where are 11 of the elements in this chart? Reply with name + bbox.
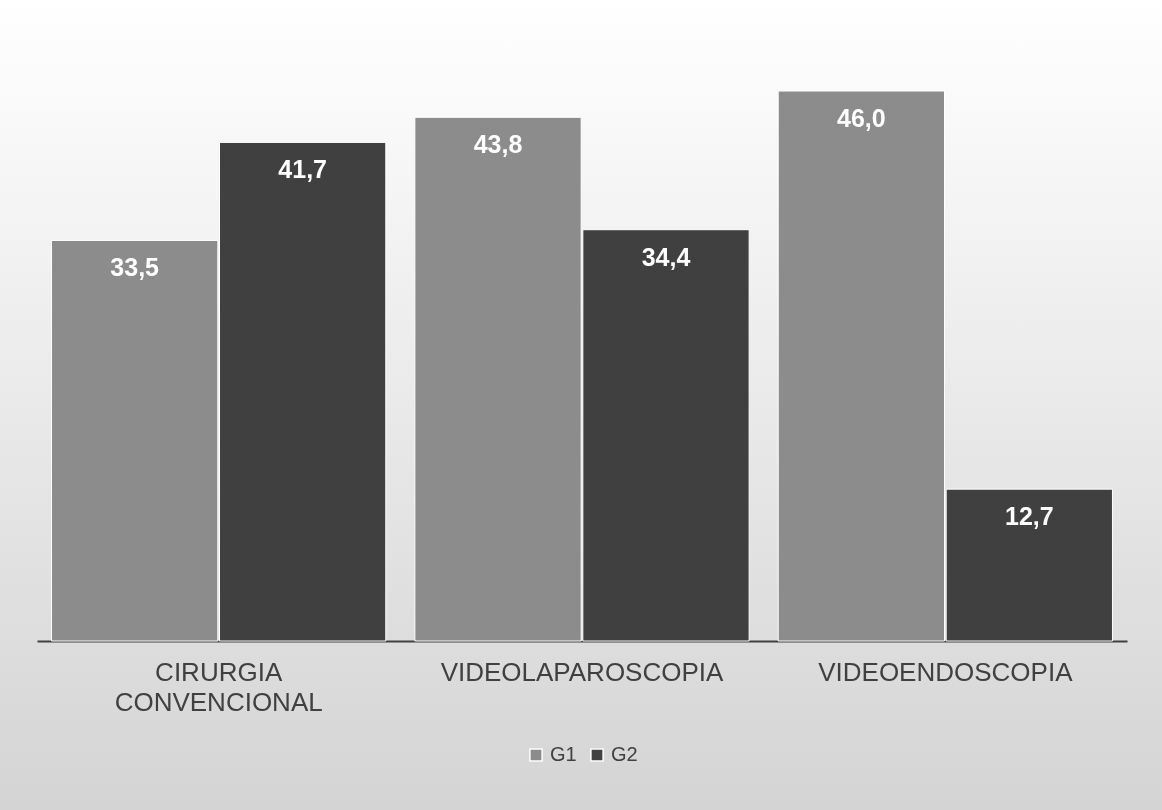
data-label: 41,7 xyxy=(278,155,327,184)
data-label: 46,0 xyxy=(837,104,886,132)
legend-label: G2 xyxy=(611,743,638,765)
legend-label: G1 xyxy=(550,743,577,765)
x-tick-label: CIRURGIA CONVENCIONAL xyxy=(114,656,323,717)
data-label: 43,8 xyxy=(473,130,523,159)
x-tick-label: VIDEOLAPAROSCOPIA xyxy=(440,656,725,687)
data-label: 34,4 xyxy=(641,242,691,271)
x-tick-label: VIDEOENDOSCOPIA xyxy=(818,656,1074,687)
data-label: 12,7 xyxy=(1004,502,1054,531)
data-label: 33,5 xyxy=(110,253,160,282)
